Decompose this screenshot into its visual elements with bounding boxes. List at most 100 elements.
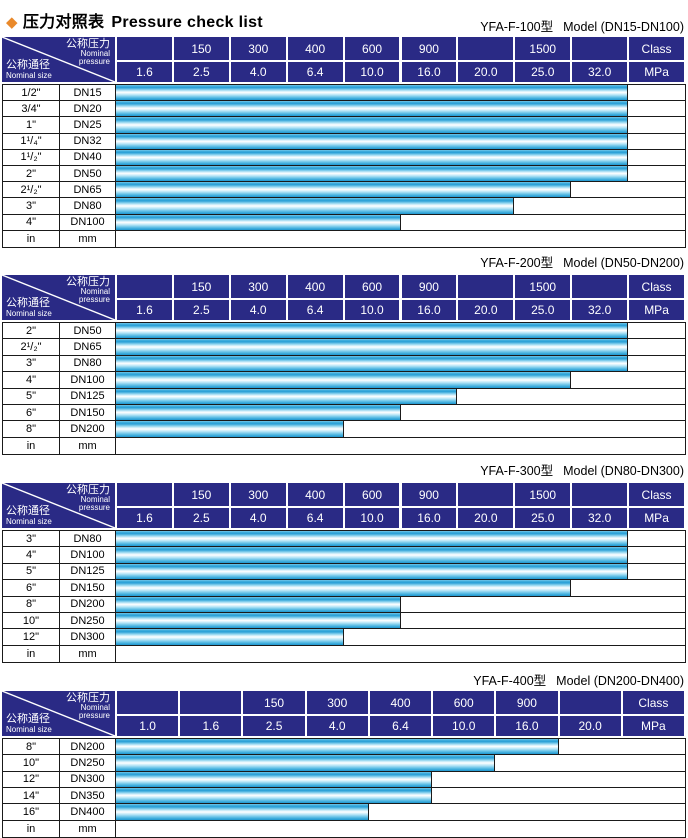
model-label: YFA-F-400型 Model (DN200-DN400) (2, 674, 686, 689)
class-header-cell-empty (117, 275, 172, 298)
table-row: 4" DN100 (3, 214, 685, 231)
pressure-table-yfa-f-100: YFA-F-100型 Model (DN15-DN100) 公称压力 Nominal… (2, 20, 686, 248)
size-inch-cell: 8" (3, 596, 60, 612)
table-row: 4" DN100 (3, 547, 685, 564)
size-inch-cell: 3/4" (3, 101, 60, 117)
size-dn-cell: DN300 (60, 771, 116, 788)
class-header-cell: Class (629, 275, 684, 298)
size-inch-cell: 3" (3, 531, 60, 547)
table-row: in mm (3, 437, 685, 455)
size-dn-cell: DN15 (60, 85, 116, 101)
empty-cell (116, 230, 685, 247)
empty-cell (628, 165, 685, 182)
mpa-header-cell: 6.4 (287, 508, 343, 528)
size-dn-cell: DN65 (60, 339, 116, 355)
mpa-header-cell: 20.0 (458, 300, 514, 320)
class-header-cell-empty (117, 691, 179, 714)
empty-cell (628, 563, 685, 580)
table-header: 公称压力 Nominal pressure 公称通径 Nominal size 150 30… (2, 691, 686, 736)
model-range: Model (DN200-DN400) (556, 674, 684, 688)
size-dn-cell: DN25 (60, 117, 116, 133)
page-title-zh: 压力对照表 (22, 14, 105, 31)
pressure-range-bar (116, 629, 344, 645)
empty-cell (457, 388, 685, 404)
table-row: 5" DN125 (3, 388, 685, 405)
size-dn-cell: DN32 (60, 133, 116, 149)
size-inch-cell: 1" (3, 117, 60, 133)
pressure-range-bar (116, 198, 515, 214)
empty-cell (628, 149, 685, 165)
empty-cell (571, 372, 685, 388)
class-header-cell-empty (572, 37, 628, 60)
empty-cell (628, 101, 685, 117)
table-row: 1¹/₄" DN32 (3, 133, 685, 150)
table-row: 12" DN300 (3, 771, 685, 789)
pressure-range-bar (116, 421, 344, 437)
empty-cell (400, 612, 685, 629)
pressure-range-bar (116, 372, 572, 388)
class-header-cell: 900 (496, 691, 558, 714)
size-dn-cell: mm (60, 645, 116, 663)
nominal-size-label: 公称通径 Nominal size (6, 59, 52, 80)
empty-cell (628, 531, 685, 547)
table-header: 公称压力 Nominal pressure 公称通径 Nominal size 150 30… (2, 483, 686, 528)
empty-cell (368, 804, 685, 820)
size-inch-cell: 2" (3, 323, 60, 339)
pressure-range-bar (116, 580, 572, 596)
pressure-grid: 公称压力 Nominal pressure 公称通径 Nominal size 150 30… (2, 691, 686, 838)
mpa-header-cell: MPa (629, 508, 684, 528)
nominal-size-label: 公称通径 Nominal size (6, 713, 52, 734)
mpa-header-cell: 16.0 (401, 508, 457, 528)
mpa-header-cell: 10.0 (344, 300, 400, 320)
class-header-cell-empty (572, 483, 628, 506)
size-inch-cell: 8" (3, 421, 60, 437)
table-body: 3" DN80 4" DN100 5" DN125 6" DN150 8" DN200 10" DN2… (2, 530, 686, 664)
corner-header-cell: 公称压力 Nominal pressure 公称通径 Nominal size (2, 483, 115, 528)
mpa-header-cell: 25.0 (515, 62, 571, 82)
pressure-range-bar (116, 547, 629, 563)
class-header-cell: 1500 (515, 37, 571, 60)
pressure-grid: 公称压力 Nominal pressure 公称通径 Nominal size 150 30… (2, 37, 686, 248)
empty-cell (116, 437, 685, 455)
mpa-header-cell: 2.5 (173, 508, 229, 528)
mpa-header-cell: 1.6 (117, 300, 172, 320)
size-dn-cell: mm (60, 437, 116, 455)
mpa-header-cell: 20.0 (458, 508, 514, 528)
table-row: 16" DN400 (3, 804, 685, 821)
class-header-cell: Class (629, 483, 684, 506)
size-inch-cell: 10" (3, 755, 60, 771)
pressure-range-bar (116, 355, 629, 372)
pressure-range-bar (116, 404, 401, 421)
size-inch-cell: 2¹/₂" (3, 182, 60, 198)
table-row: 3" DN80 (3, 531, 685, 548)
empty-cell (514, 198, 685, 214)
size-inch-cell: 4" (3, 372, 60, 388)
size-inch-cell: 5" (3, 388, 60, 404)
size-inch-cell: 1¹/₄" (3, 133, 60, 149)
mpa-header-cell: 6.4 (287, 300, 343, 320)
model-range: Model (DN15-DN100) (563, 20, 684, 34)
pressure-range-bar (116, 563, 629, 580)
table-row: 4" DN100 (3, 372, 685, 389)
pressure-table-yfa-f-300: YFA-F-300型 Model (DN80-DN300) 公称压力 Nominal… (2, 464, 686, 664)
size-dn-cell: DN50 (60, 323, 116, 339)
table-row: 3/4" DN20 (3, 101, 685, 118)
class-header-cell: 400 (287, 483, 343, 506)
size-dn-cell: DN400 (60, 804, 116, 820)
mpa-header-cell: 32.0 (572, 300, 628, 320)
size-dn-cell: DN200 (60, 421, 116, 437)
table-row: 2¹/₂" DN65 (3, 339, 685, 356)
nominal-pressure-label: 公称压力 Nominal pressure (66, 692, 110, 721)
empty-cell (495, 755, 685, 771)
size-dn-cell: DN200 (60, 596, 116, 612)
pressure-range-bar (116, 339, 629, 355)
mpa-header-cell: 4.0 (306, 716, 368, 736)
mpa-header-cell: 1.6 (117, 62, 172, 82)
mpa-header-cell: 20.0 (559, 716, 621, 736)
size-dn-cell: DN150 (60, 580, 116, 596)
size-dn-cell: mm (60, 230, 116, 247)
class-header-cell: 400 (369, 691, 432, 714)
corner-header-cell: 公称压力 Nominal pressure 公称通径 Nominal size (2, 37, 115, 82)
empty-cell (432, 771, 685, 788)
pressure-range-bar (116, 788, 433, 804)
